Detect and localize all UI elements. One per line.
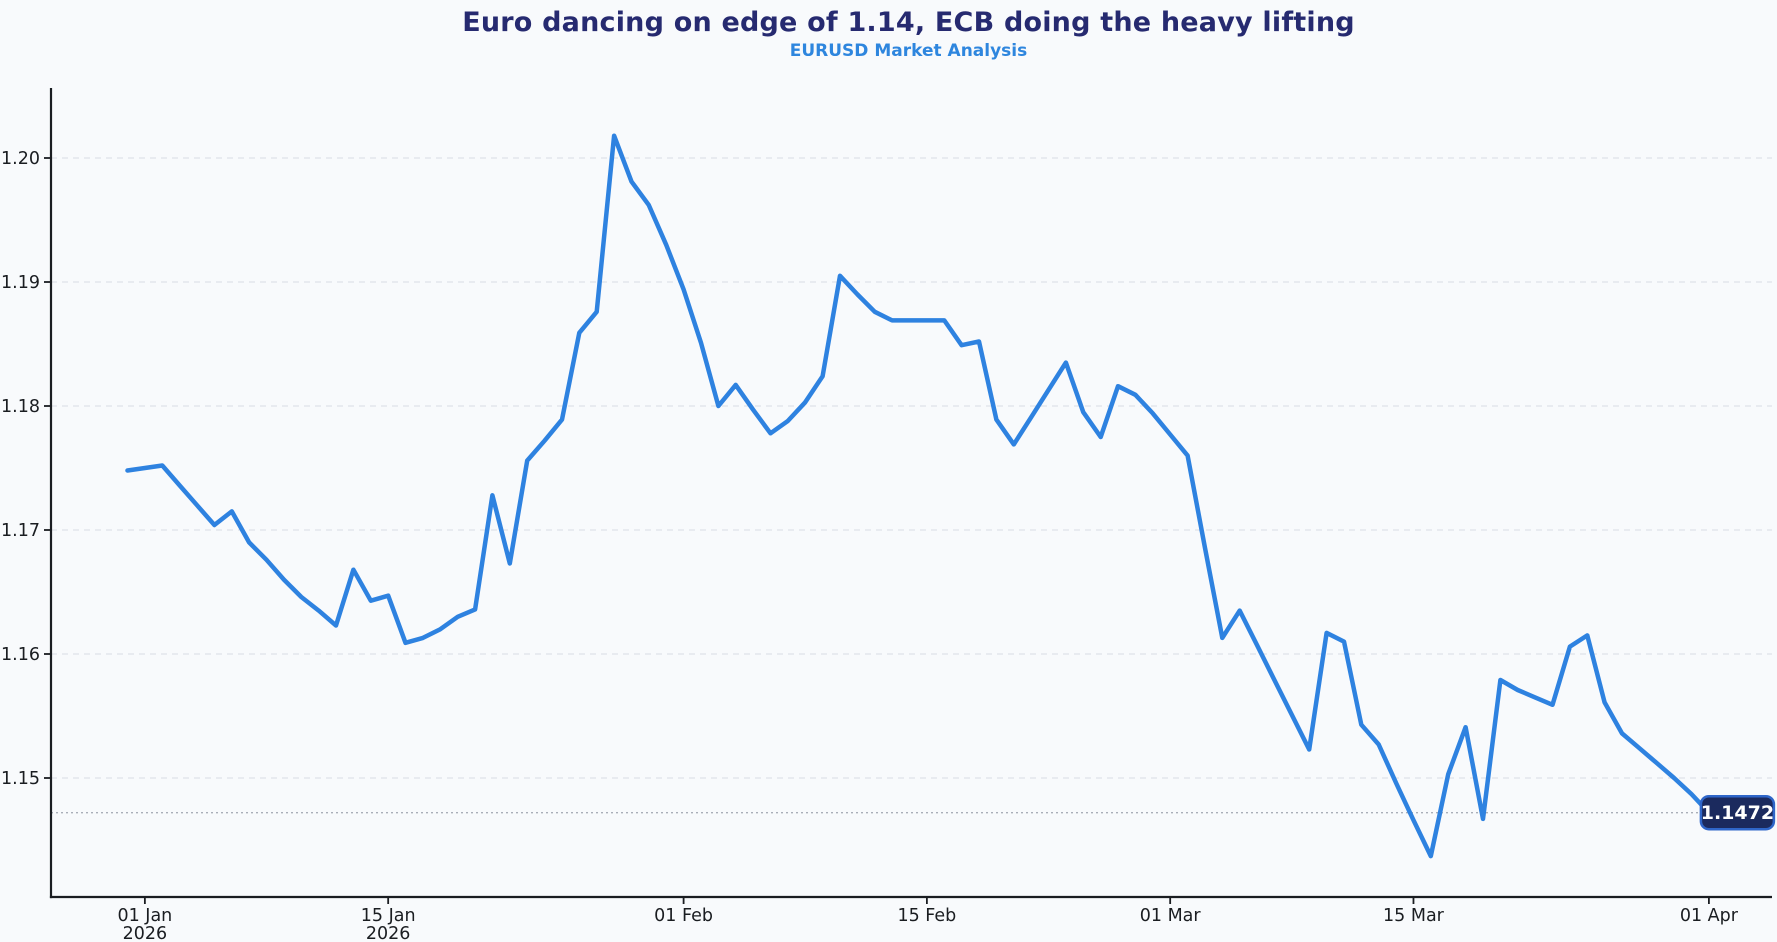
- chart-title: Euro dancing on edge of 1.14, ECB doing …: [462, 7, 1355, 38]
- y-axis-ticks: 1.20 1.19 1.18 1.17 1.16 1.15: [1, 149, 51, 789]
- y-tick-label: 1.20: [1, 149, 40, 169]
- x-tick-label: 01 Feb: [654, 906, 713, 926]
- x-tick-label: 15 Jan: [361, 906, 416, 926]
- x-tick-label: 15 Feb: [897, 906, 956, 926]
- chart-subtitle: EURUSD Market Analysis: [789, 41, 1028, 61]
- x-tick-label: 15 Mar: [1383, 906, 1445, 926]
- x-tick-label: 01 Mar: [1140, 906, 1202, 926]
- price-line: [125, 133, 1712, 859]
- current-price-label-text: 1.1472: [1701, 802, 1774, 824]
- y-tick-label: 1.19: [1, 273, 40, 293]
- current-price-label-box: [1699, 794, 1776, 831]
- current-price-label: 1.1472: [1699, 794, 1776, 831]
- x-tick-label: 01 Jan: [117, 906, 172, 926]
- y-tick-label: 1.16: [1, 645, 40, 665]
- y-tick-label: 1.18: [1, 397, 40, 417]
- y-tick-label: 1.15: [1, 769, 40, 789]
- y-tick-label: 1.17: [1, 521, 40, 541]
- y-gridlines: [51, 157, 1772, 779]
- x-tick-sublabel: 2026: [123, 924, 168, 942]
- x-tick-label: 01 Apr: [1680, 906, 1739, 926]
- x-tick-sublabel: 2026: [366, 924, 411, 942]
